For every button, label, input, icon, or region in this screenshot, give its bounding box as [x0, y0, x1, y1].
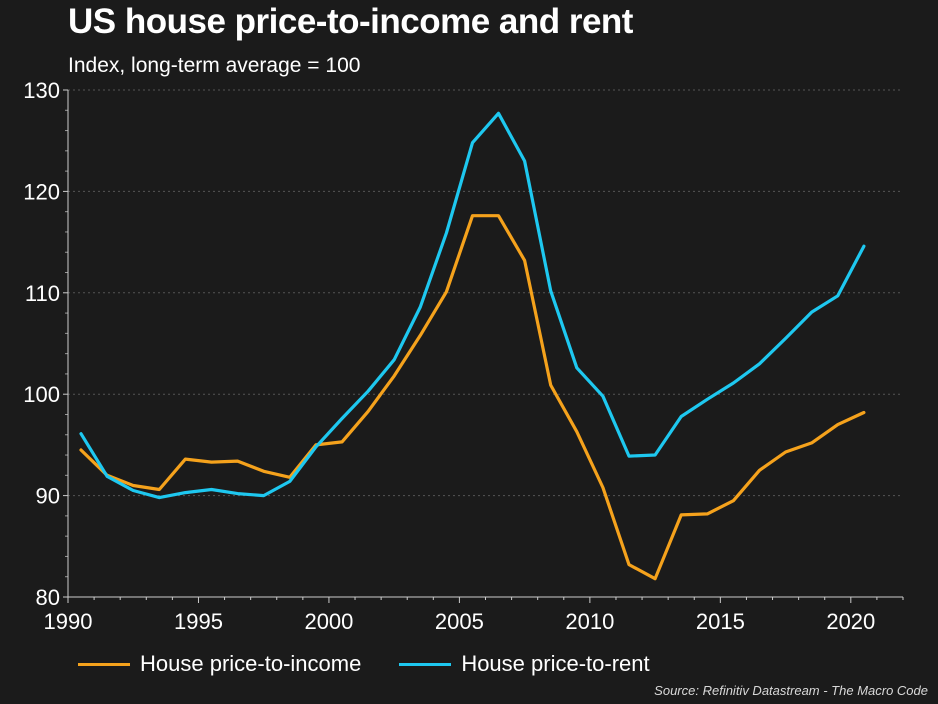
chart-title: US house price-to-income and rent [68, 2, 633, 41]
chart-subtitle: Index, long-term average = 100 [68, 54, 361, 77]
x-tick-label: 2000 [304, 609, 353, 634]
source-note: Source: Refinitiv Datastream - The Macro… [654, 683, 928, 698]
y-tick-label: 120 [23, 179, 60, 204]
legend-label-income: House price-to-income [140, 651, 362, 676]
series-line-rent [79, 111, 866, 500]
x-tick-label: 2015 [696, 609, 745, 634]
y-tick-label: 90 [36, 484, 60, 509]
x-tick-label: 2020 [826, 609, 875, 634]
legend-item-income: House price-to-income [78, 651, 361, 677]
legend-item-rent: House price-to-rent [399, 651, 650, 677]
legend-label-rent: House price-to-rent [461, 651, 650, 676]
legend-swatch-income [78, 662, 130, 666]
x-tick-label: 1990 [44, 609, 93, 634]
y-tick-label: 80 [36, 585, 60, 610]
y-tick-label: 130 [23, 78, 60, 103]
x-tick-label: 2010 [565, 609, 614, 634]
x-tick-label: 2005 [435, 609, 484, 634]
x-tick-label: 1995 [174, 609, 223, 634]
y-tick-label: 110 [25, 281, 60, 306]
legend-swatch-rent [399, 662, 452, 666]
y-tick-label: 100 [23, 382, 60, 407]
legend: House price-to-income House price-to-ren… [78, 651, 688, 677]
series-line-income [79, 214, 866, 581]
